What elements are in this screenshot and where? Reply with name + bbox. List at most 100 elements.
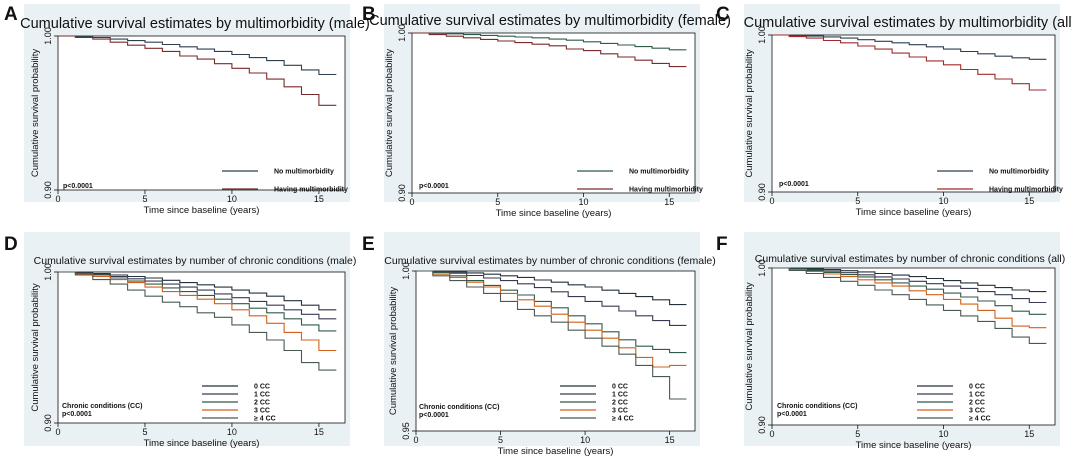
legend-label: 1 CC — [612, 392, 628, 399]
plot-area — [57, 35, 346, 191]
x-tick-label: 0 — [55, 427, 60, 437]
y-tick-label: 0.95 — [401, 422, 411, 440]
p-value: p<0.0001 — [777, 411, 807, 418]
series-line-2 — [58, 271, 337, 332]
legend-title: Chronic conditions (CC) — [419, 404, 500, 411]
series-line-0 — [772, 34, 1047, 60]
chart-title: Cumulative survival estimates by multimo… — [744, 15, 1072, 31]
x-axis-label: Time since baseline (years) — [498, 446, 614, 457]
x-tick-label: 10 — [939, 196, 949, 206]
series-line-4 — [58, 271, 337, 371]
legend-title: Chronic conditions (CC) — [777, 403, 858, 410]
legend-title: Chronic conditions (CC) — [62, 403, 143, 410]
x-tick-label: 5 — [855, 196, 860, 206]
series-line-1 — [58, 35, 337, 106]
chart-title: Cumulative survival estimates by number … — [384, 255, 715, 267]
legend-label: 0 CC — [254, 384, 270, 391]
x-tick-label: 0 — [55, 194, 60, 204]
panel-letter: F — [716, 234, 728, 255]
legend-label: No multimorbidity — [989, 169, 1049, 176]
chart-title: Cumulative survival estimates by multimo… — [20, 16, 370, 32]
series-line-0 — [412, 32, 687, 51]
series-line-1 — [416, 270, 687, 326]
x-tick-label: 0 — [769, 196, 774, 206]
legend-label: 2 CC — [254, 400, 270, 407]
x-tick-label: 5 — [855, 429, 860, 439]
plot-area — [415, 270, 696, 432]
x-tick-label: 10 — [227, 427, 237, 437]
panel-d: D Cumulative survival estimates by number… — [4, 232, 356, 449]
series-line-1 — [412, 32, 687, 68]
y-tick-label: 0.90 — [43, 181, 53, 199]
legend-label: 3 CC — [254, 408, 270, 415]
x-tick-label: 5 — [142, 194, 147, 204]
x-tick-label: 5 — [498, 435, 503, 445]
y-axis-label: Cumulative survival probability — [744, 282, 755, 411]
legend-label: ≥ 4 CC — [612, 416, 634, 423]
x-tick-label: 0 — [409, 197, 414, 207]
series-line-3 — [772, 267, 1047, 329]
y-axis-label: Cumulative survival probability — [388, 287, 399, 416]
x-tick-label: 5 — [495, 197, 500, 207]
legend-label: Having multimorbidity — [274, 187, 348, 194]
series-line-2 — [772, 267, 1047, 315]
x-tick-label: 0 — [769, 429, 774, 439]
series-line-0 — [772, 267, 1047, 293]
x-tick-label: 10 — [579, 197, 589, 207]
legend-label: 0 CC — [612, 384, 628, 391]
x-axis-label: Time since baseline (years) — [856, 207, 972, 218]
legend-label: 1 CC — [969, 392, 985, 399]
x-axis-label: Time since baseline (years) — [144, 205, 260, 216]
chart-title: Cumulative survival estimates by number … — [755, 253, 1065, 265]
legend-label: No multimorbidity — [629, 169, 689, 176]
y-tick-label: 0.90 — [757, 416, 767, 434]
legend-label: No multimorbidity — [274, 169, 334, 176]
x-tick-label: 15 — [665, 435, 675, 445]
legend-label: 2 CC — [969, 400, 985, 407]
y-tick-label: 0.90 — [397, 184, 407, 202]
series-line-2 — [416, 270, 687, 354]
x-tick-label: 15 — [664, 197, 674, 207]
x-axis-label: Time since baseline (years) — [144, 438, 260, 449]
panel-letter: E — [362, 234, 375, 255]
series-line-0 — [58, 35, 337, 76]
y-tick-label: 0.90 — [757, 183, 767, 201]
y-tick-label: 1.00 — [43, 263, 53, 281]
x-tick-label: 15 — [314, 427, 324, 437]
panel-c: C Cumulative survival estimates by multim… — [716, 4, 1072, 218]
series-line-0 — [416, 270, 687, 306]
y-axis-label: Cumulative survival probability — [384, 49, 395, 178]
legend-label: 0 CC — [969, 384, 985, 391]
panel-letter: D — [4, 234, 18, 255]
series-line-4 — [772, 267, 1047, 344]
y-tick-label: 1.00 — [757, 259, 767, 277]
x-tick-label: 5 — [142, 427, 147, 437]
p-value: p<0.0001 — [419, 183, 449, 190]
y-tick-label: 1.00 — [397, 24, 407, 42]
legend-label: Having multimorbidity — [989, 187, 1063, 194]
p-value: p<0.0001 — [419, 412, 449, 419]
chart-title: Cumulative survival estimates by number … — [34, 255, 357, 267]
p-value: p<0.0001 — [62, 411, 92, 418]
legend-label: 3 CC — [969, 408, 985, 415]
x-tick-label: 15 — [1024, 196, 1034, 206]
legend-label: 3 CC — [612, 408, 628, 415]
plot-area — [771, 34, 1056, 193]
panel-e: E Cumulative survival estimates by number… — [362, 232, 716, 457]
panel-f: F Cumulative survival estimates by number… — [716, 232, 1065, 451]
panel-letter: B — [362, 4, 376, 25]
legend-label: ≥ 4 CC — [254, 416, 276, 423]
series-line-4 — [416, 270, 687, 400]
x-axis-label: Time since baseline (years) — [496, 208, 612, 219]
legend-label: 1 CC — [254, 392, 270, 399]
y-tick-label: 1.00 — [43, 27, 53, 45]
legend-label: Having multimorbidity — [629, 187, 703, 194]
series-line-3 — [58, 271, 337, 352]
y-tick-label: 1.00 — [401, 262, 411, 280]
panel-letter: A — [4, 4, 18, 25]
chart-title: Cumulative survival estimates by multimo… — [369, 13, 731, 29]
x-tick-label: 15 — [314, 194, 324, 204]
legend-label: ≥ 4 CC — [969, 416, 991, 423]
